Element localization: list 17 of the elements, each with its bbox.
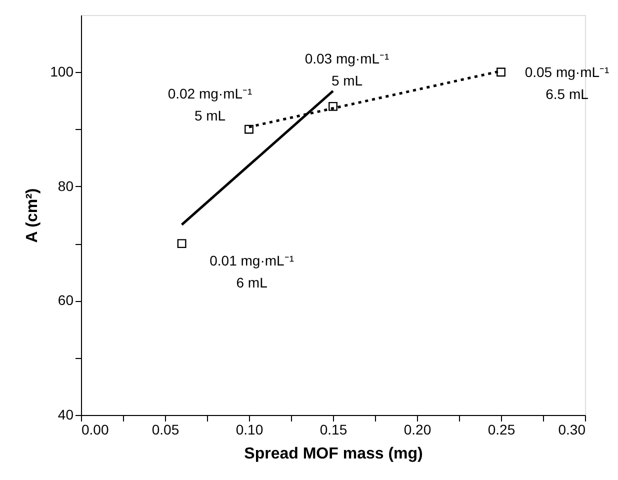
y-tick-label: 100 <box>50 64 74 80</box>
x-tick-label: 0.25 <box>488 422 516 438</box>
y-tick-label: 40 <box>58 406 74 422</box>
y-tick-label: 60 <box>58 292 74 308</box>
x-tick-label: 0.20 <box>404 422 432 438</box>
annotation: 0.05 mg·mL⁻¹ 6.5 mL <box>524 64 610 102</box>
annotation: 0.02 mg·mL⁻¹ 5 mL <box>168 85 253 124</box>
y-tick-label: 80 <box>58 178 74 194</box>
annotation: 0.03 mg·mL⁻¹ 5 mL <box>304 50 390 88</box>
x-tick-label: 0.30 <box>558 422 586 438</box>
y-axis-title: A (cm²) <box>24 188 42 243</box>
x-tick-label: 0.00 <box>82 422 109 438</box>
x-tick-label: 0.15 <box>320 422 348 438</box>
annotation: 0.01 mg·mL⁻¹ 6 mL <box>210 252 294 291</box>
x-tick-label: 0.10 <box>236 422 264 438</box>
x-tick-label: 0.05 <box>152 422 180 438</box>
x-axis-title: Spread MOF mass (mg) <box>244 446 423 462</box>
